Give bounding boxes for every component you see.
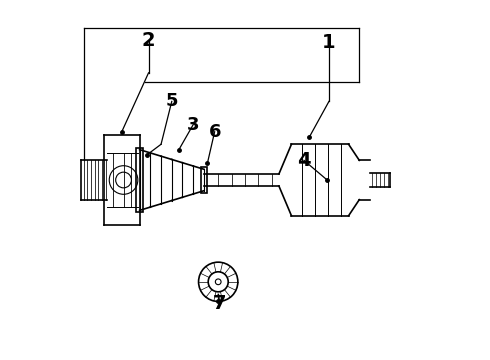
Circle shape: [215, 279, 221, 285]
Bar: [136, 148, 143, 212]
Text: 2: 2: [142, 31, 155, 50]
Text: 4: 4: [297, 151, 311, 170]
Text: 3: 3: [187, 116, 199, 134]
Text: 7: 7: [213, 294, 227, 313]
Bar: [201, 167, 207, 193]
Text: 5: 5: [166, 93, 178, 111]
Text: 1: 1: [322, 33, 336, 52]
Text: 6: 6: [208, 123, 221, 141]
